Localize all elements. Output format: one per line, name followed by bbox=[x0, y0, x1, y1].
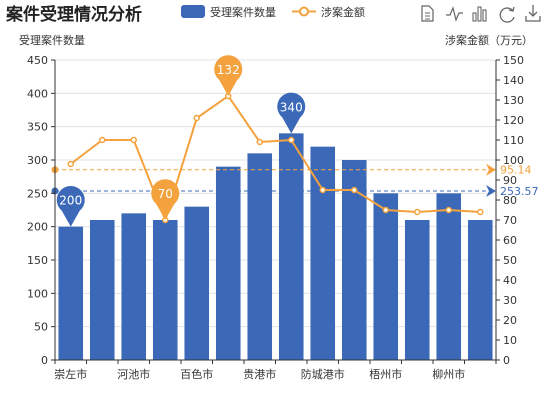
bar[interactable] bbox=[121, 213, 147, 360]
bar[interactable] bbox=[436, 193, 462, 360]
line-point[interactable] bbox=[319, 186, 326, 194]
mark-point-shape bbox=[151, 179, 180, 220]
mark-point-label: 70 bbox=[158, 187, 173, 201]
y2-tick-label: 140 bbox=[503, 74, 524, 87]
y2-tick-label: 150 bbox=[503, 54, 524, 67]
y-tick-label: 150 bbox=[27, 254, 48, 267]
bar[interactable] bbox=[278, 133, 304, 360]
legend-item-bar[interactable]: 受理案件数量 bbox=[181, 5, 276, 19]
line-path bbox=[70, 94, 481, 224]
bar[interactable] bbox=[184, 206, 210, 360]
y2-tick-label: 0 bbox=[503, 354, 510, 367]
legend-line-marker bbox=[299, 6, 309, 17]
bar[interactable] bbox=[467, 220, 493, 360]
y2-tick-label: 80 bbox=[503, 194, 517, 207]
line-point[interactable] bbox=[193, 114, 200, 122]
y-tick-label: 200 bbox=[27, 221, 48, 234]
y-axis-right-name: 涉案金额（万元） bbox=[445, 33, 533, 47]
download-icon[interactable] bbox=[525, 5, 541, 22]
axes: 0 50 100 150 200 250 300 350 400 450 0 10 20 30 40 50 60… bbox=[27, 54, 524, 381]
avg-line-cases-arrow bbox=[486, 184, 496, 197]
mark-point-shape bbox=[214, 55, 243, 96]
x-tick-label: 柳州市 bbox=[432, 367, 465, 381]
y2-tick-label: 60 bbox=[503, 234, 517, 247]
grid-lines bbox=[55, 59, 496, 361]
bar[interactable] bbox=[58, 226, 84, 360]
y-tick-label: 450 bbox=[27, 54, 48, 67]
x-tick-label: 百色市 bbox=[180, 367, 213, 381]
line-point[interactable] bbox=[99, 136, 106, 144]
line-series bbox=[67, 92, 484, 224]
line-point[interactable] bbox=[288, 136, 295, 144]
legend-line-label: 涉案金额 bbox=[321, 5, 365, 19]
mark-point-label: 340 bbox=[280, 100, 303, 114]
line-point[interactable] bbox=[256, 138, 263, 146]
mark-points: 200 340 70 132 bbox=[56, 55, 306, 227]
legend-bar-label: 受理案件数量 bbox=[210, 5, 276, 19]
y2-tick-label: 130 bbox=[503, 94, 524, 107]
line-point[interactable] bbox=[382, 206, 389, 214]
y-tick-label: 0 bbox=[41, 354, 48, 367]
x-tick-label: 梧州市 bbox=[369, 367, 402, 381]
y2-tick-label: 10 bbox=[503, 334, 517, 347]
bar[interactable] bbox=[247, 153, 273, 360]
mark-point-label: 132 bbox=[217, 63, 240, 77]
x-tick-label: 贵港市 bbox=[243, 367, 276, 381]
toolbox bbox=[421, 5, 541, 23]
y2-tick-label: 120 bbox=[503, 114, 524, 127]
restore-icon[interactable] bbox=[499, 6, 515, 23]
bar[interactable] bbox=[373, 193, 399, 360]
y2-tick-label: 50 bbox=[503, 254, 517, 267]
mark-point-shape bbox=[277, 92, 306, 134]
x-tick-label: 河池市 bbox=[117, 367, 150, 381]
line-point[interactable] bbox=[445, 206, 452, 214]
y2-tick-label: 90 bbox=[503, 174, 517, 187]
mark-point-shape bbox=[56, 185, 85, 227]
avg-line-amount-arrow bbox=[486, 163, 496, 176]
line-point[interactable] bbox=[67, 160, 74, 168]
bar-series bbox=[58, 133, 493, 360]
bar-chart-icon[interactable] bbox=[472, 6, 487, 22]
bar[interactable] bbox=[310, 146, 336, 360]
y-tick-label: 300 bbox=[27, 154, 48, 167]
line-point[interactable] bbox=[477, 208, 484, 216]
legend[interactable]: 受理案件数量 涉案金额 bbox=[181, 5, 365, 19]
mark-point-pin[interactable]: 200 bbox=[56, 185, 85, 227]
line-point[interactable] bbox=[351, 186, 358, 194]
mark-point-pin[interactable]: 70 bbox=[151, 179, 180, 220]
x-tick-label: 崇左市 bbox=[54, 367, 87, 381]
y2-tick-label: 40 bbox=[503, 274, 517, 287]
line-point[interactable] bbox=[130, 136, 137, 144]
mark-point-label: 200 bbox=[59, 194, 82, 208]
y-tick-label: 100 bbox=[27, 287, 48, 300]
mark-point-pin[interactable]: 340 bbox=[277, 92, 306, 134]
y2-tick-label: 30 bbox=[503, 294, 517, 307]
line-point[interactable] bbox=[414, 208, 421, 216]
line-chart-icon[interactable] bbox=[446, 6, 463, 22]
mark-point-pin[interactable]: 132 bbox=[214, 55, 243, 96]
bar[interactable] bbox=[152, 220, 178, 360]
y2-tick-label: 20 bbox=[503, 314, 517, 327]
y-tick-label: 50 bbox=[34, 321, 48, 334]
y-tick-label: 400 bbox=[27, 87, 48, 100]
y-axis-left-name: 受理案件数量 bbox=[19, 33, 85, 47]
y2-tick-label: 110 bbox=[503, 134, 524, 147]
y-tick-label: 250 bbox=[27, 187, 48, 200]
x-tick-label: 防城港市 bbox=[301, 367, 345, 381]
y2-tick-label: 70 bbox=[503, 214, 517, 227]
average-lines: 95.14 253.57 bbox=[51, 163, 539, 198]
legend-bar-swatch bbox=[181, 5, 205, 18]
avg-line-cases-label: 253.57 bbox=[500, 185, 539, 198]
bar[interactable] bbox=[89, 220, 115, 360]
bar[interactable] bbox=[404, 220, 430, 360]
bar[interactable] bbox=[341, 160, 367, 360]
y-tick-label: 350 bbox=[27, 121, 48, 134]
data-view-icon[interactable] bbox=[421, 5, 434, 22]
legend-item-line[interactable]: 涉案金额 bbox=[292, 5, 365, 19]
bar[interactable] bbox=[215, 166, 241, 360]
y2-tick-label: 100 bbox=[503, 154, 524, 167]
avg-line-amount-label: 95.14 bbox=[500, 164, 532, 177]
chart-title: 案件受理情况分析 bbox=[5, 4, 142, 25]
